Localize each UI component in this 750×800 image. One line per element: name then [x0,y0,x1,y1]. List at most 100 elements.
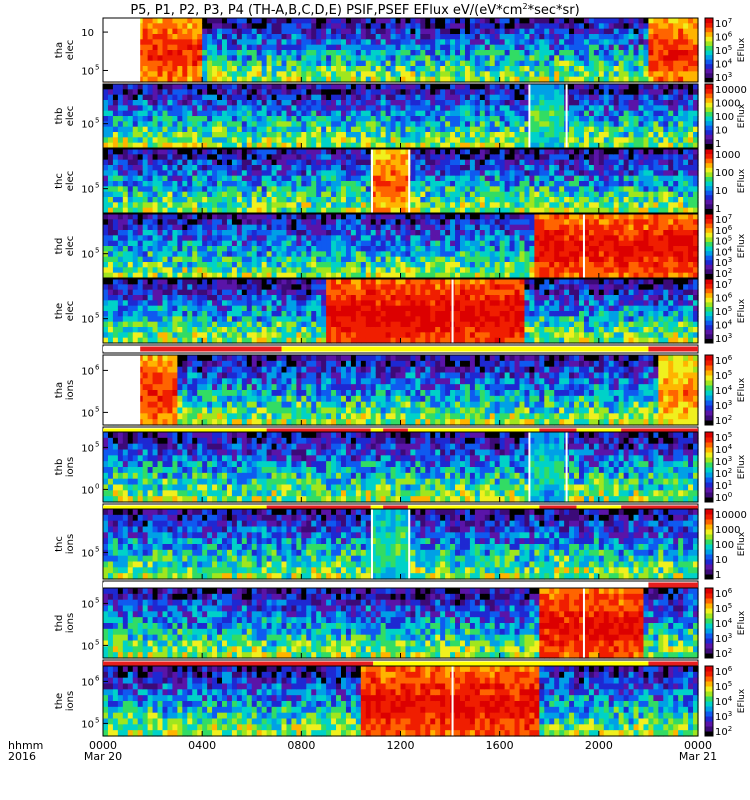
panel-label-species: ions [65,457,76,477]
y-tick-exponent: 6 [95,674,100,682]
colorbar-thc-elec: 1000 100 10 1 EFlux [704,148,747,215]
colorbar-label: EFlux [737,531,747,556]
status-bar-segment [383,428,408,434]
colorbar-frame [704,508,714,580]
panel-label-species: elec [65,106,76,127]
x-tick-label: 0800 [287,739,315,752]
colorbar-tick-label: 107 [715,278,732,291]
colorbar-tick-label: 103 [715,710,732,723]
panel-label: thb [54,108,65,125]
status-bar-segment [576,428,622,434]
y-tick-label: 10 [81,443,94,454]
y-tick-exponent: 5 [95,247,99,255]
colorbar-tick-label: 103 [715,399,732,412]
colorbar-tick-label: 105 [715,369,732,382]
colorbar-tick-label: 100 [715,491,732,504]
colorbar-tick-label: 107 [715,17,732,30]
y-tick-label: 10 [81,719,94,730]
y-tick-label: 10 [81,366,94,377]
colorbar-tha-ions: 106 105 104 103 102 EFlux [704,354,747,427]
colorbar-tick-label: 104 [715,695,733,708]
y-tick-exponent: 5 [95,638,99,646]
status-bar-segment [539,428,577,434]
status-bar-segment [266,428,371,434]
panel-label: the [54,693,65,709]
colorbar-label: EFlux [737,610,747,635]
y-tick-exponent: 5 [95,182,99,190]
colorbar-tick-label: 102 [715,725,732,738]
panel-label-species: elec [65,236,76,257]
colorbar-tick-label: 104 [715,617,733,630]
y-tick-label: 10 [81,185,94,196]
colorbar-tick-label: 106 [715,354,733,367]
colorbar-label: EFlux [737,454,747,479]
colorbar-tick-label: 1 [715,139,721,150]
status-bar-segment [370,505,384,511]
y-tick-exponent: 5 [95,405,99,413]
status-bar-segment [648,661,698,667]
colorbar-thb-elec: 10000 1000 100 10 1 EFlux [704,83,747,150]
panel-label: tha [54,42,65,58]
colorbar-label: EFlux [737,377,747,402]
colorbar-tick-label: 10000 [715,510,747,521]
x-tick-date-label: Mar 20 [84,750,122,763]
spectrogram-thb-ions [103,432,699,503]
status-bar-segment [103,428,267,434]
y-tick-exponent: 5 [95,545,99,553]
y-tick-exponent: 5 [95,440,99,448]
colorbar-tick-label: 1000 [715,150,740,161]
status-bar-segment [648,346,698,352]
colorbar-tick-label: 104 [715,58,733,71]
status-bar-segment [103,505,267,511]
panel-label-species: ions [65,380,76,400]
y-tick-exponent: 0 [95,482,99,490]
status-bar-segment [373,661,649,667]
y-tick-label: 10 [81,677,94,688]
status-bar-segment [539,505,577,511]
y-tick-label: 10 [81,66,94,77]
colorbar-tick-label: 103 [715,71,732,84]
colorbar-tick-label: 103 [715,332,732,345]
colorbar-frame [704,587,714,659]
colorbar-label: EFlux [737,233,747,258]
spectrogram-tha-ions [103,355,699,426]
colorbar-tick-label: 106 [715,665,733,678]
colorbar-tick-label: 105 [715,602,732,615]
status-bar-segment [407,428,540,434]
y-tick-exponent: 6 [95,363,100,371]
spectrogram-thc-ions [103,509,699,580]
colorbar-tick-label: 105 [715,680,732,693]
colorbar-tick-label: 100 [715,168,734,179]
y-tick-exponent: 5 [95,63,99,71]
spectrogram-thd-elec [103,214,699,279]
panel-label-species: ions [65,691,76,711]
colorbar-tick-label: 104 [715,319,733,332]
status-bar-segment [140,346,282,352]
colorbar-tick-label: 102 [715,414,732,427]
status-bar-segment [370,428,384,434]
x-axis-row-label-year: 2016 [8,750,36,763]
data-gap [103,355,141,425]
panel-label: tha [54,382,65,398]
y-tick-exponent: 5 [95,117,99,125]
colorbar-label: EFlux [737,298,747,323]
status-bar-segment [621,428,698,434]
status-bar-segment [648,582,698,588]
colorbar-tick-label: 106 [715,587,733,600]
colorbar-tick-label: 1000 [715,525,740,536]
spectrogram-tha-elec [103,18,699,83]
colorbar-thc-ions: 10000 1000 100 10 1 EFlux [704,508,747,581]
spectrogram-thb-elec [103,84,699,149]
colorbar-tick-label: 102 [715,647,732,660]
panel-label-species: ions [65,534,76,554]
colorbar-tick-label: 1 [715,204,721,215]
colorbar-tick-label: 104 [715,384,733,397]
